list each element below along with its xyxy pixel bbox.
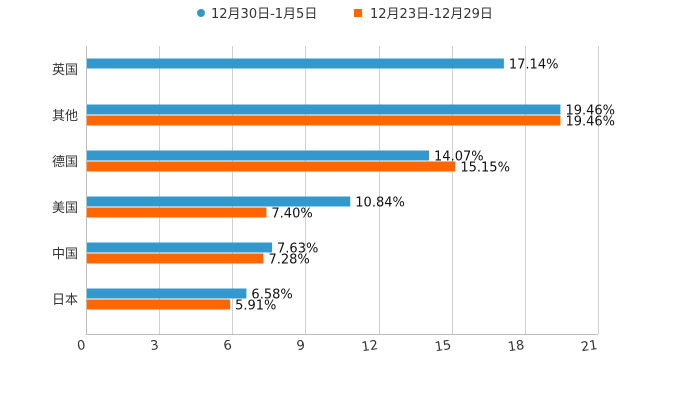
data-label-series-1-1: 19.46% <box>565 115 615 130</box>
bar-series-1-4[interactable] <box>87 253 264 264</box>
data-labels: 17.14% 19.46%19.46% 14.07%15.15% 10.84% 7.40… <box>235 58 615 314</box>
bar-series-1-2[interactable] <box>87 161 456 172</box>
x-tick-label-1: 3 <box>149 338 159 354</box>
x-tick-label-4: 12 <box>361 338 379 355</box>
x-tick-label-7: 21 <box>580 338 598 355</box>
category-label-5: 日本 <box>52 293 78 308</box>
x-tick-label-5: 15 <box>434 338 452 355</box>
bars <box>87 58 561 310</box>
category-label-0: 英国 <box>52 63 78 78</box>
data-label-series-0-2: 14.07% <box>434 150 484 165</box>
data-label-series-1-4: 7.28% <box>268 253 309 268</box>
legend-marker-series-0[interactable] <box>197 9 205 17</box>
data-label-series-0-1: 19.46% <box>565 104 615 119</box>
legend: 12月30日-1月5日 12月23日-12月29日 <box>197 7 493 22</box>
category-label-2: 德国 <box>52 155 78 170</box>
data-label-series-1-5: 5.91% <box>235 299 276 314</box>
data-label-series-0-3: 10.84% <box>355 196 405 211</box>
data-label-series-0-5: 6.58% <box>251 288 292 303</box>
legend-label-series-1[interactable]: 12月23日-12月29日 <box>370 7 493 22</box>
category-label-1: 其他 <box>52 109 78 124</box>
legend-label-series-0[interactable]: 12月30日-1月5日 <box>211 7 317 22</box>
data-label-series-1-2: 15.15% <box>460 161 510 176</box>
category-label-4: 中国 <box>52 247 78 262</box>
x-tick-label-3: 9 <box>296 338 306 354</box>
bar-series-1-3[interactable] <box>87 207 267 218</box>
category-label-3: 美国 <box>52 201 78 216</box>
data-label-series-0-0: 17.14% <box>509 58 559 73</box>
bar-series-1-1[interactable] <box>87 115 561 126</box>
bar-series-0-4[interactable] <box>87 242 273 253</box>
bar-series-1-5[interactable] <box>87 299 231 310</box>
legend-marker-series-1[interactable] <box>354 9 362 17</box>
bar-series-0-5[interactable] <box>87 288 247 299</box>
x-tick-label-0: 0 <box>76 338 86 354</box>
bar-series-0-1[interactable] <box>87 104 561 115</box>
x-tick-label-2: 6 <box>223 338 233 354</box>
grid <box>86 46 599 334</box>
bar-series-0-3[interactable] <box>87 196 351 207</box>
bar-series-0-2[interactable] <box>87 150 430 161</box>
data-label-series-1-3: 7.40% <box>271 207 312 222</box>
data-label-series-0-4: 7.63% <box>277 242 318 257</box>
x-tick-label-6: 18 <box>507 338 525 355</box>
bar-series-0-0[interactable] <box>87 58 504 69</box>
